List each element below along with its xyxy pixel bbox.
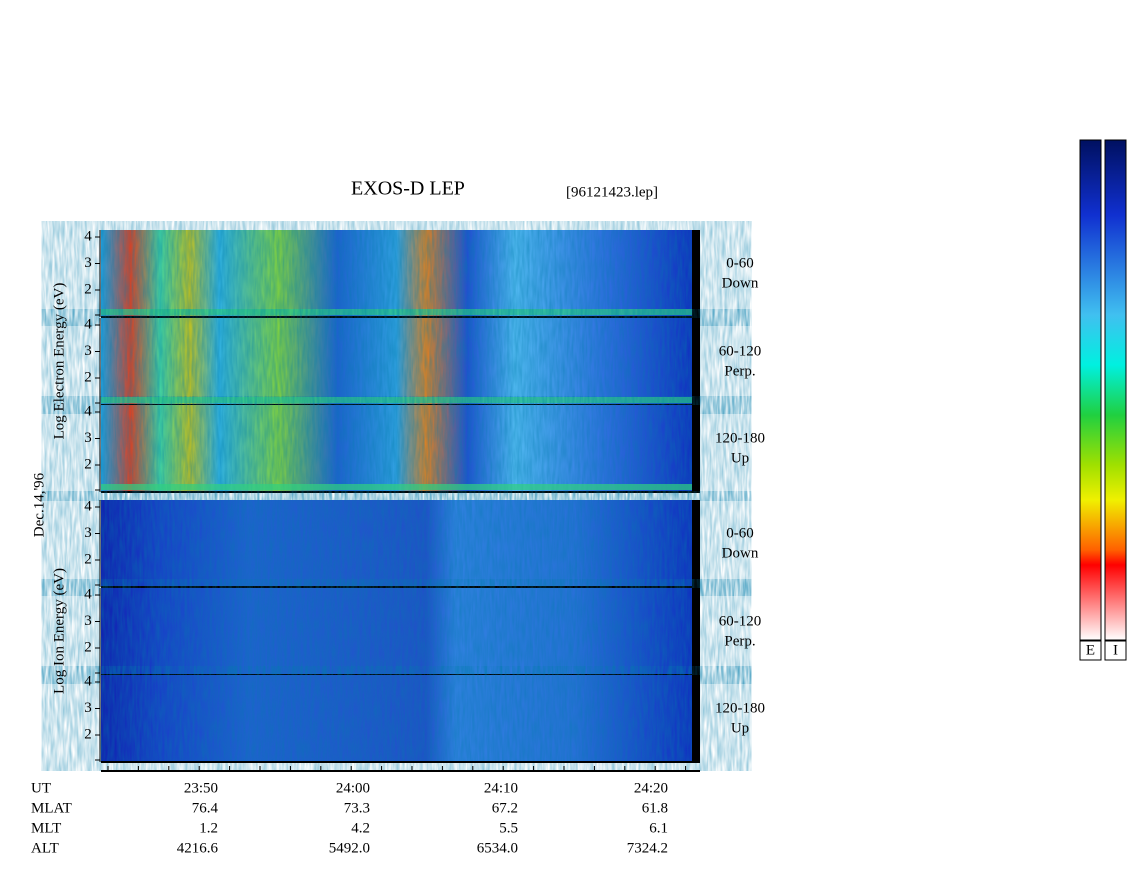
pitch-angle: 120-180: [715, 700, 765, 716]
row-value: 23:50: [184, 780, 218, 796]
row-value: 67.2: [492, 800, 518, 816]
row-value: 24:10: [484, 780, 518, 796]
y-tick-label: 2: [84, 726, 92, 742]
spectrogram-noise: [101, 500, 692, 587]
y-tick-label: 2: [84, 369, 92, 385]
panel-edge: [692, 230, 700, 317]
y-tick-label: 4: [84, 228, 92, 244]
y-tick-label: 3: [84, 613, 92, 629]
y-tick-label: 2: [84, 456, 92, 472]
file-name: [96121423.lep]: [566, 184, 658, 200]
y-tick-label: 2: [84, 281, 92, 297]
panel-edge: [692, 588, 700, 675]
y-tick-label: 4: [84, 403, 92, 419]
group-label: Log Electron Energy (eV): [51, 283, 67, 440]
y-tick-label: 4: [84, 498, 92, 514]
y-tick-label: 3: [84, 255, 92, 271]
spectrogram-noise: [101, 405, 692, 492]
spectrogram-noise: [101, 675, 692, 762]
colorbar: [1104, 139, 1127, 641]
direction: Down: [722, 545, 759, 561]
row-value: 73.3: [344, 800, 370, 816]
row-label: ALT: [31, 840, 59, 856]
y-tick-label: 4: [84, 316, 92, 332]
pitch-angle: 60-120: [719, 613, 762, 629]
direction: Up: [731, 450, 749, 466]
panel-edge: [692, 675, 700, 762]
title: EXOS-D LEP: [351, 178, 465, 200]
panel-edge: [692, 318, 700, 405]
row-value: 1.2: [199, 820, 218, 836]
spectrograms: [101, 230, 700, 763]
row-value: 7324.2: [627, 840, 668, 856]
pitch-angle: 0-60: [726, 255, 754, 271]
spectrogram-noise: [101, 318, 692, 405]
row-label: MLAT: [31, 800, 72, 816]
panel-edge: [692, 500, 700, 587]
y-tick-label: 3: [84, 525, 92, 541]
row-value: 4216.6: [177, 840, 219, 856]
colorbar-label-box: [1104, 640, 1127, 661]
spectrogram-noise: [101, 588, 692, 675]
y-tick-label: 2: [84, 551, 92, 567]
row-value: 76.4: [192, 800, 219, 816]
spectrogram-noise: [101, 230, 692, 317]
row-value: 5.5: [499, 820, 518, 836]
colorbar-label-box: [1079, 640, 1102, 661]
y-tick-label: 3: [84, 700, 92, 716]
spectrogram-band: [101, 397, 692, 403]
pitch-angle: 0-60: [726, 525, 754, 541]
spectrogram-band: [101, 309, 692, 315]
row-value: 24:00: [336, 780, 370, 796]
pitch-angle: 120-180: [715, 430, 765, 446]
row-value: 6.1: [649, 820, 668, 836]
row-value: 4.2: [351, 820, 370, 836]
y-tick-label: 2: [84, 639, 92, 655]
y-tick-label: 3: [84, 343, 92, 359]
colorbar-label: I: [1113, 642, 1118, 658]
y-tick-label: 3: [84, 430, 92, 446]
spectrogram-band: [101, 484, 692, 490]
direction: Down: [722, 275, 759, 291]
y-tick-label: 4: [84, 673, 92, 689]
y-tick-label: 4: [84, 586, 92, 602]
direction: Perp.: [724, 363, 755, 379]
date: Dec.14,'96: [31, 472, 47, 537]
direction: Up: [731, 720, 749, 736]
colorbar-label: E: [1086, 642, 1095, 658]
row-value: 61.8: [642, 800, 668, 816]
row-label: UT: [31, 780, 51, 796]
row-value: 5492.0: [329, 840, 370, 856]
row-value: 6534.0: [477, 840, 518, 856]
row-label: MLT: [31, 820, 61, 836]
panel-edge: [692, 405, 700, 492]
colorbar: [1079, 139, 1102, 641]
pitch-angle: 60-120: [719, 343, 762, 359]
row-value: 24:20: [634, 780, 668, 796]
group-label: Log Ion Energy (eV): [51, 568, 67, 694]
direction: Perp.: [724, 633, 755, 649]
